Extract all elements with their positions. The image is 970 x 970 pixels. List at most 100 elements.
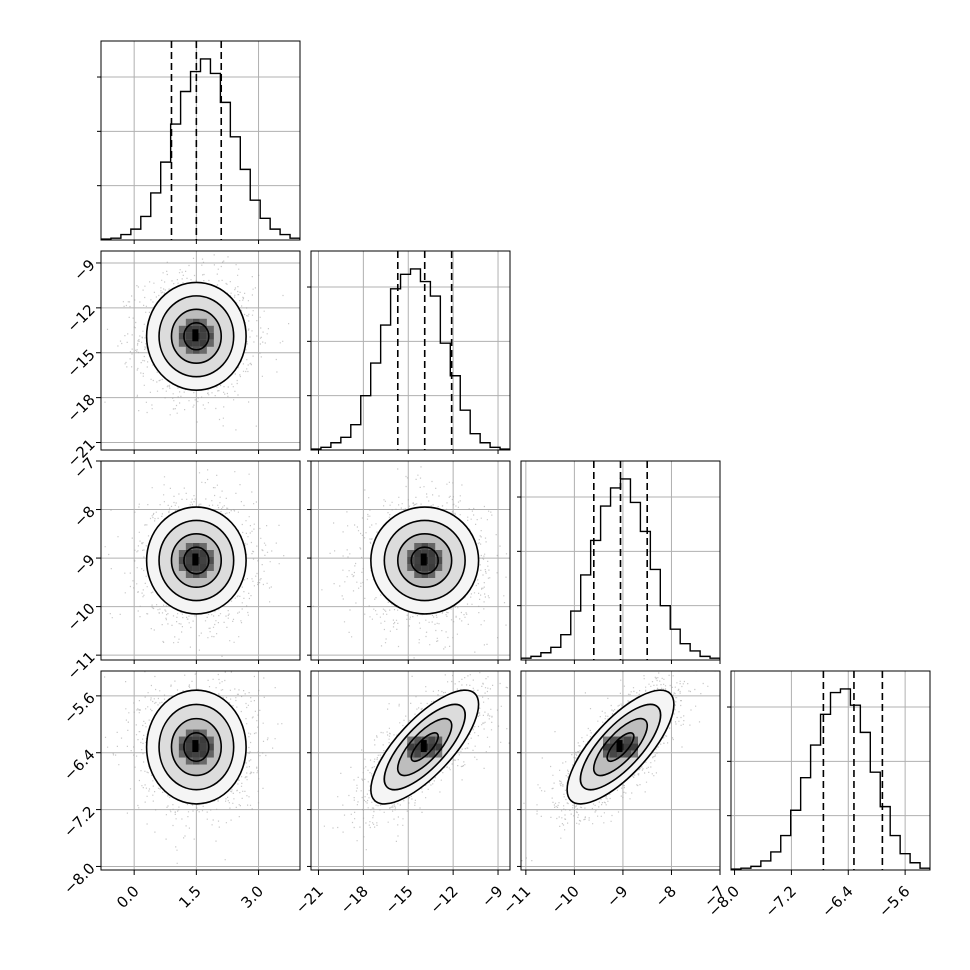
density-cell [178, 750, 186, 758]
contour-1-sigma [170, 533, 223, 588]
density-cell [428, 736, 436, 744]
density-cell [192, 339, 200, 347]
density-cell [206, 339, 214, 347]
histogram-1 [311, 268, 510, 450]
contour-1.5-sigma [383, 703, 466, 791]
density-cell [185, 339, 193, 347]
contour-2-sigma [145, 689, 247, 805]
contour-2-sigma [566, 689, 675, 805]
contour-2-sigma [145, 506, 247, 615]
contour-1.5-sigma [383, 519, 466, 602]
density-cell [199, 332, 207, 340]
density-cell [414, 571, 422, 578]
density-cell [624, 736, 631, 744]
density-cell [610, 743, 617, 751]
density-cell [421, 564, 429, 571]
density-cell [407, 550, 415, 557]
density-cell [199, 729, 207, 737]
histogram-panel-3 [727, 670, 931, 871]
contour-1-sigma [593, 717, 648, 777]
density-cell [603, 750, 610, 758]
density-cell [206, 550, 214, 557]
density-cell [199, 543, 207, 550]
density-cell [407, 736, 415, 744]
density-cell [185, 750, 193, 758]
density-cell [185, 729, 193, 737]
density-cell [617, 750, 624, 758]
density-cell [192, 750, 200, 758]
density-cell [199, 557, 207, 564]
density-cell [428, 571, 436, 578]
density-cell [414, 543, 422, 550]
density-cell [603, 736, 610, 744]
density-cell [178, 325, 186, 333]
axes-frame [310, 250, 511, 451]
histogram-0 [101, 58, 300, 240]
density-cell [178, 736, 186, 744]
contour-2-sigma [370, 506, 480, 615]
density-cell [206, 743, 214, 751]
contour-0.5-sigma [183, 546, 210, 575]
density-cell [435, 743, 443, 751]
density-cell [185, 743, 193, 751]
scatter-panel-1-2 [310, 460, 511, 661]
density-cell [206, 325, 214, 333]
scatter-panel-0-2 [100, 460, 301, 661]
density-cell [185, 332, 193, 340]
scatter-panel-0-3 [100, 670, 301, 871]
density-cell [185, 346, 193, 354]
density-cell [407, 564, 415, 571]
contour-1.5-sigma [579, 703, 662, 791]
density-cell [199, 750, 207, 758]
contour-1-sigma [396, 533, 453, 588]
density-cell [206, 564, 214, 571]
density-cell [199, 571, 207, 578]
density-peak [192, 740, 199, 753]
density-cell [178, 743, 186, 751]
density-peak [192, 553, 199, 566]
density-peak [616, 740, 623, 753]
density-peak [420, 740, 427, 753]
histogram-3 [731, 688, 930, 870]
density-cell [610, 736, 617, 744]
density-cell [185, 736, 193, 744]
axes-frame [100, 40, 301, 241]
density-cell [428, 564, 436, 571]
density-cell [428, 543, 436, 550]
density-cell [435, 564, 443, 571]
density-cell [199, 325, 207, 333]
contour-1-sigma [170, 717, 223, 777]
density-cell [185, 571, 193, 578]
density-cell [206, 332, 214, 340]
contour-0.5-sigma [410, 546, 439, 575]
density-cell [178, 332, 186, 340]
density-cell [428, 750, 436, 758]
contour-2-sigma [145, 281, 247, 391]
density-cell [185, 757, 193, 765]
density-cell [414, 557, 422, 564]
density-cell [428, 743, 436, 751]
axes-frame [100, 250, 301, 451]
density-cell [178, 564, 186, 571]
axes-frame [100, 460, 301, 661]
axes-frame [730, 670, 931, 871]
axes-frame [520, 460, 721, 661]
density-cell [199, 564, 207, 571]
density-cell [199, 339, 207, 347]
density-cell [414, 736, 422, 744]
density-cell [178, 550, 186, 557]
density-cell [199, 736, 207, 744]
density-cell [428, 550, 436, 557]
density-cell [631, 736, 638, 744]
contour-1-sigma [396, 717, 453, 777]
density-cell [435, 736, 443, 744]
density-cell [435, 550, 443, 557]
density-cell [185, 564, 193, 571]
density-cell [631, 743, 638, 751]
density-cell [414, 564, 422, 571]
density-cell [206, 736, 214, 744]
density-peak [420, 553, 427, 566]
axes-frame [310, 460, 511, 661]
